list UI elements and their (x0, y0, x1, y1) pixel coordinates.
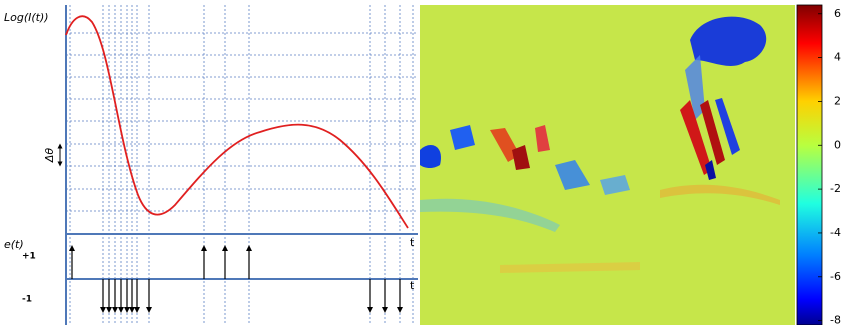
vertical-grid (70, 5, 413, 325)
positive-events (72, 248, 249, 279)
log-intensity-curve (66, 16, 408, 228)
colorbar-tick-label: -2 (830, 182, 841, 195)
event-label: e(t) (4, 238, 24, 251)
negative-label: -1 (22, 295, 32, 305)
time-label: t (410, 279, 415, 292)
intensity-diagram: Log(I(t)) Δθ e(t) +1 -1 t t (4, 5, 418, 325)
y-label: Log(I(t)) (4, 11, 49, 24)
threshold-label: Δθ (43, 148, 56, 164)
positive-label: +1 (22, 252, 36, 262)
colorbar-tick-label: 0 (834, 138, 841, 151)
colorbar-tick-label: -4 (830, 226, 841, 239)
colorbar-tick-label: -6 (830, 270, 841, 283)
colorbar-tick-label: 2 (834, 94, 841, 107)
figure: Log(I(t)) Δθ e(t) +1 -1 t t 6 4 2 0 -2 -4 -6 -8 (0, 0, 842, 325)
event-heatmap (420, 5, 795, 325)
negative-events (103, 279, 400, 310)
colorbar-tick-label: 6 (834, 7, 841, 20)
colorbar-tick-label: 4 (834, 51, 841, 64)
colorbar-tick-label: -8 (830, 314, 841, 325)
time-label: t (410, 236, 415, 249)
